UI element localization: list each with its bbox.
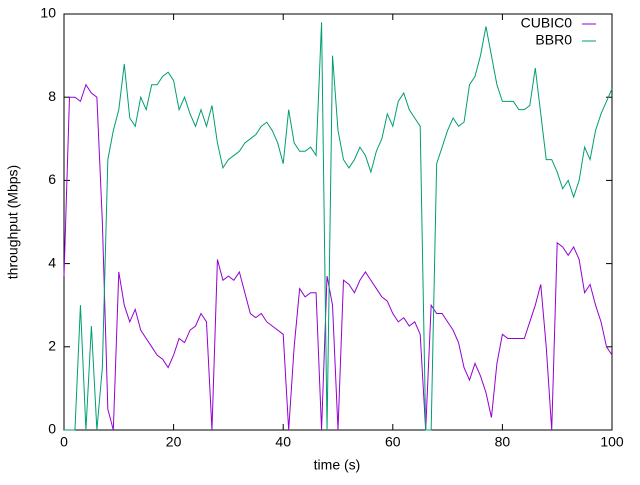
x-tick-label: 20	[166, 434, 182, 450]
plot-border	[63, 13, 613, 431]
y-tick-label: 8	[48, 88, 56, 104]
x-tick-label: 0	[60, 434, 68, 450]
y-axis-label: throughput (Mbps)	[5, 165, 21, 279]
x-tick-label: 60	[385, 434, 401, 450]
series-line	[63, 83, 613, 431]
legend-label: BBR0	[535, 32, 572, 48]
series-line	[64, 22, 613, 431]
y-tick-label: 6	[48, 171, 56, 187]
x-tick-label: 100	[600, 434, 624, 450]
x-tick-label: 40	[275, 434, 291, 450]
y-tick-label: 10	[40, 5, 56, 21]
y-tick-label: 0	[48, 421, 56, 437]
legend-label: CUBIC0	[521, 15, 573, 31]
y-tick-label: 4	[48, 254, 56, 270]
x-tick-label: 80	[495, 434, 511, 450]
y-tick-label: 2	[48, 338, 56, 354]
x-axis-label: time (s)	[314, 457, 361, 473]
